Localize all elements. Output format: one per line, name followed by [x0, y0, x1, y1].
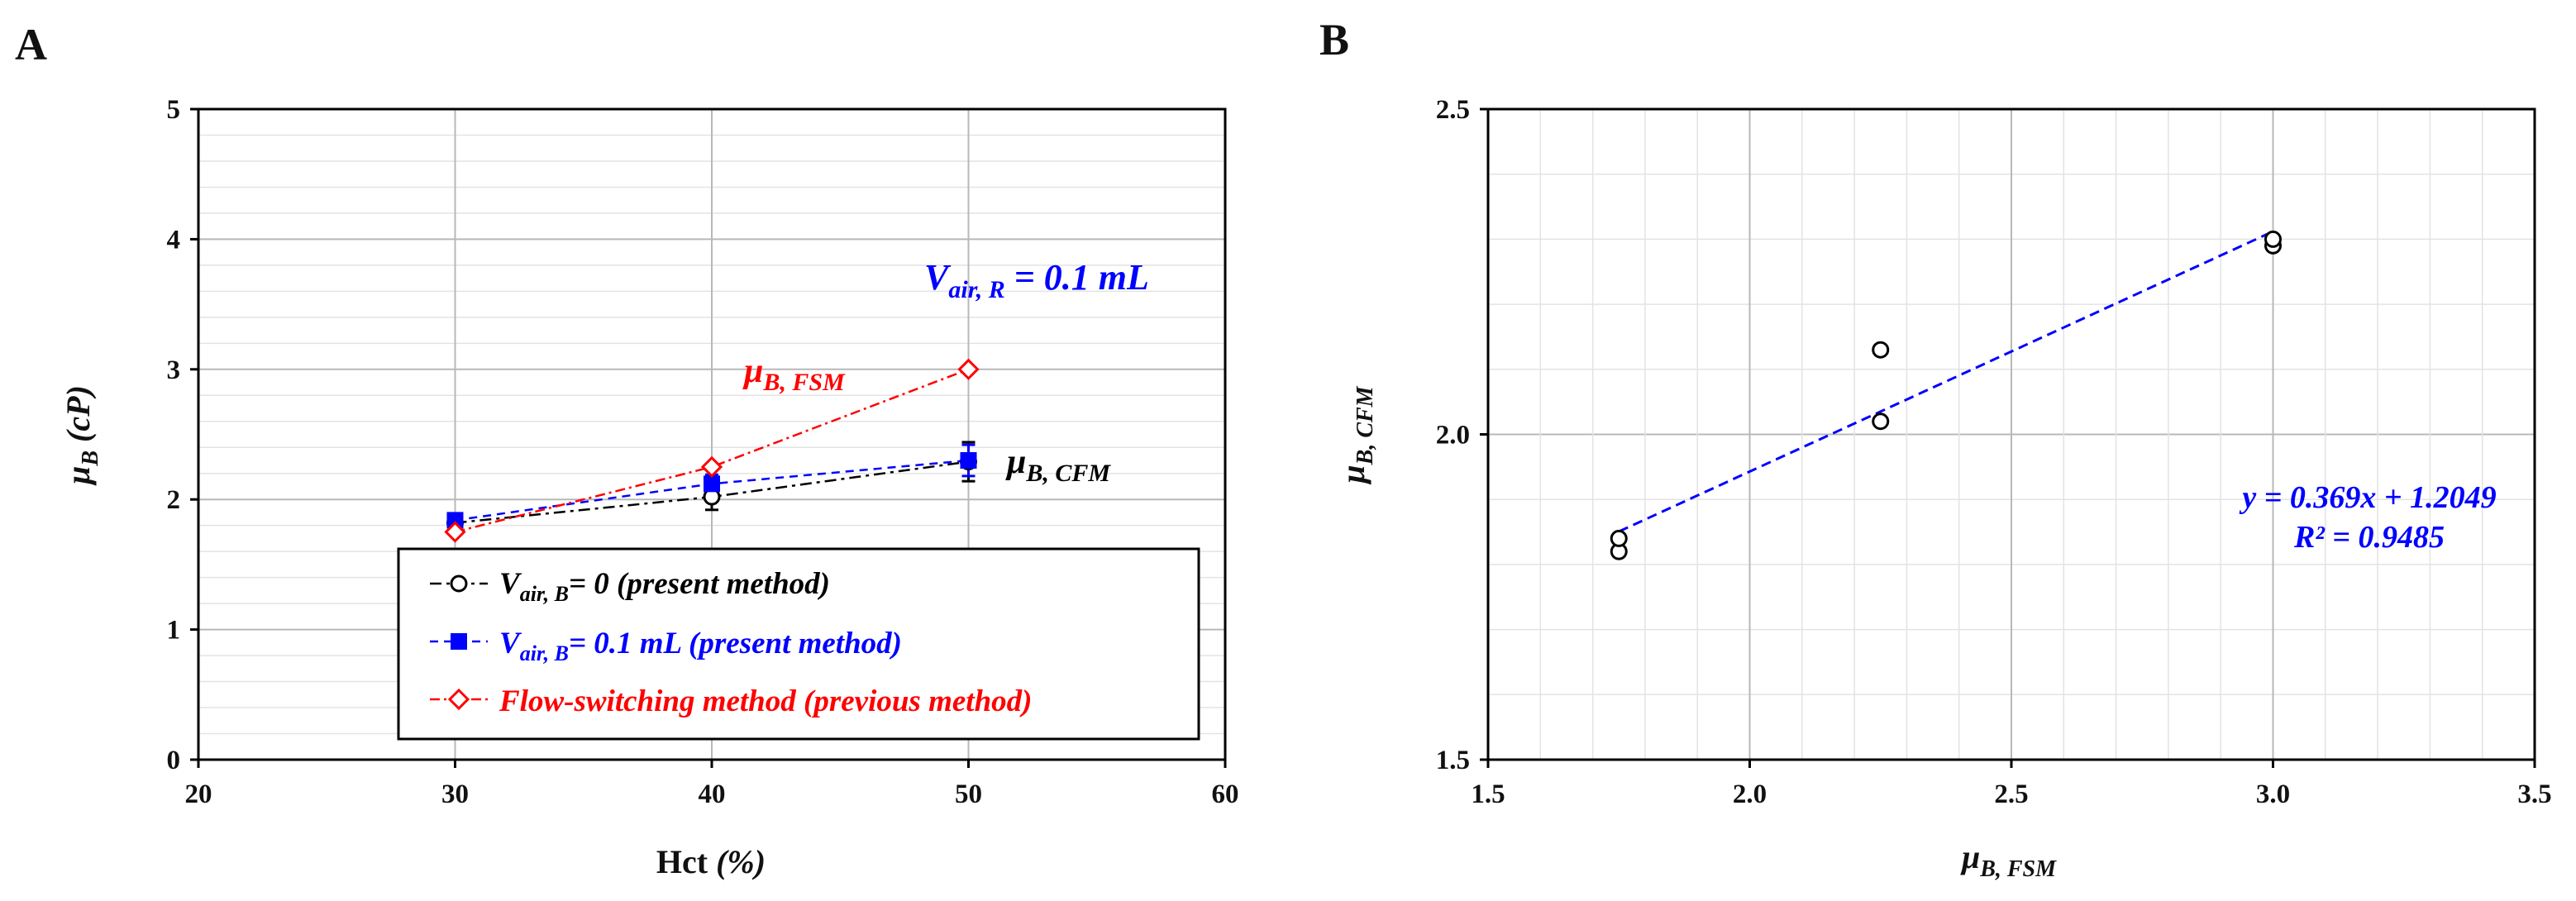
panel-b-points	[1610, 230, 2282, 560]
series-2-point	[704, 475, 720, 493]
y-tick-label: 4	[167, 225, 181, 255]
trendline-r-squared: R² = 0.9485	[2293, 520, 2445, 555]
annotation-vair-r: Vair, R = 0.1 mL	[924, 257, 1149, 303]
y-tick-label: 2	[167, 485, 181, 515]
panel-a-y-label-sub: B	[78, 450, 103, 467]
panel-a-y-axis-label: μB (cP)	[60, 385, 103, 486]
legend-entry-2-rest: = 0.1 mL (present method)	[569, 627, 902, 660]
panel-b-x-label-sub: B, FSM	[1979, 856, 2057, 882]
x-tick-label: 2.5	[1994, 779, 2028, 809]
panel-b-trendline	[1618, 230, 2274, 533]
panel-a-grid	[198, 108, 1226, 760]
panel-a-y-label-unit: (cP)	[60, 385, 97, 450]
panel-a-y-label-sym: μ	[60, 466, 97, 486]
legend-entry-2: Vair, B= 0.1 mL (present method)	[499, 627, 902, 665]
legend-entry-1-sub: air, B	[520, 582, 569, 606]
legend-key-marker	[447, 688, 470, 711]
panel-a-x-label-main: Hct	[656, 843, 708, 880]
legend-entry-1: Vair, B= 0 (present method)	[499, 567, 830, 606]
y-tick-label: 3	[167, 355, 181, 385]
annotation-mu-cfm: μB, CFM	[1005, 443, 1111, 487]
x-tick-label: 3.0	[2256, 779, 2290, 809]
annotation-mu-cfm-sub: B, CFM	[1025, 460, 1111, 487]
annotation-vair-r-rest: = 0.1 mL	[1005, 257, 1149, 298]
panel-b-x-label-sym: μ	[1960, 838, 1980, 875]
x-tick-label: 2.0	[1733, 779, 1767, 809]
annotation-vair-r-sym: V	[924, 257, 952, 298]
panel-a-y-ticks: 0 1 2 3 4 5	[167, 95, 198, 775]
series-3-point	[957, 358, 980, 380]
legend-box	[397, 547, 1200, 741]
panel-b-y-label-sub: B, CFM	[1352, 385, 1378, 465]
series-3-point	[444, 521, 466, 543]
panel-a-x-ticks: 20 30 40 50 60	[185, 760, 1239, 809]
panel-b-x-ticks: 1.5 2.0 2.5 3.0 3.5	[1471, 760, 2552, 809]
legend-keys	[430, 574, 488, 711]
panel-a-x-label-unit: (%)	[716, 843, 766, 880]
x-tick-label: 3.5	[2517, 779, 2551, 809]
panel-a-x-axis-label: Hct (%)	[656, 843, 766, 880]
panel-b-label: B	[1319, 15, 1349, 64]
panel-b-y-ticks: 1.5 2.0 2.5	[1436, 95, 1488, 775]
scatter-point	[1610, 529, 1628, 547]
scatter-point	[1872, 341, 1890, 359]
x-tick-label: 20	[185, 779, 212, 809]
legend-entry-1-rest: = 0 (present method)	[569, 567, 830, 601]
x-tick-label: 1.5	[1471, 779, 1505, 809]
panel-a-label: A	[15, 20, 47, 69]
series-2-point	[960, 451, 977, 469]
legend-key-marker	[450, 574, 468, 593]
annotation-mu-fsm-sub: B, FSM	[762, 369, 846, 396]
panel-a-series	[444, 358, 980, 543]
panel-b-y-axis-label: μB, CFM	[1334, 385, 1378, 484]
y-tick-label: 1.5	[1436, 746, 1470, 775]
scatter-point	[2264, 230, 2282, 248]
legend-entry-2-sub: air, B	[520, 641, 569, 665]
annotation-vair-r-sub: air, R	[948, 276, 1004, 303]
annotation-mu-fsm-sym: μ	[742, 352, 763, 390]
legend-entry-3: Flow-switching method (previous method)	[499, 684, 1032, 718]
x-tick-label: 40	[699, 779, 726, 809]
trendline	[1618, 230, 2274, 533]
panel-b-grid	[1487, 108, 2535, 760]
panel-b-x-axis-label: μB, FSM	[1960, 838, 2057, 882]
series-line-3	[455, 368, 969, 533]
y-tick-label: 5	[167, 95, 181, 125]
y-tick-label: 1	[167, 616, 181, 646]
series-3-point	[700, 455, 723, 478]
annotation-mu-cfm-sym: μ	[1005, 443, 1026, 481]
annotation-mu-fsm: μB, FSM	[742, 352, 846, 396]
trendline-equation: y = 0.369x + 1.2049	[2239, 480, 2496, 515]
scatter-point	[1872, 412, 1890, 431]
y-tick-label: 2.0	[1436, 421, 1470, 450]
panel-b-y-label-sym: μ	[1334, 465, 1371, 484]
x-tick-label: 60	[1212, 779, 1239, 809]
y-tick-label: 0	[167, 746, 181, 775]
legend-entry-2-sym: V	[499, 627, 522, 660]
x-tick-label: 50	[955, 779, 982, 809]
legend-entry-1-sym: V	[499, 567, 522, 601]
legend-key-marker	[451, 633, 467, 650]
panel-a-legend: Vair, B= 0 (present method) Vair, B= 0.1…	[397, 547, 1200, 741]
y-tick-label: 2.5	[1436, 95, 1470, 125]
x-tick-label: 30	[441, 779, 469, 809]
